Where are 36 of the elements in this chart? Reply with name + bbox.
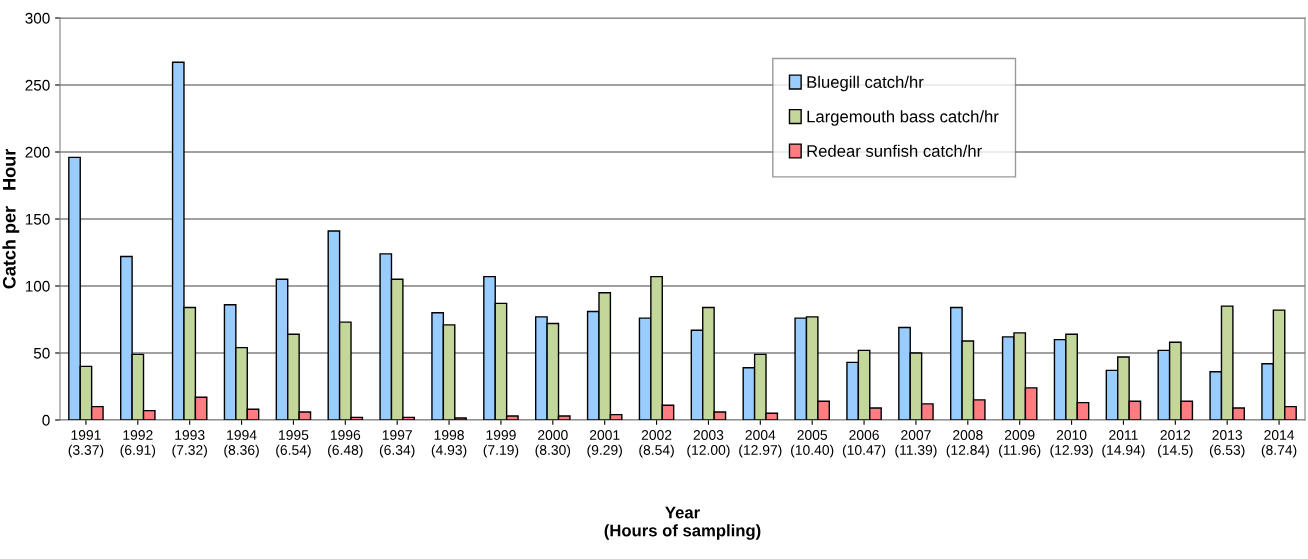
x-tick-label: 2013 (6.53) [1209, 430, 1245, 458]
x-tick-label: 1992 (6.91) [120, 430, 156, 458]
x-tick-label: 1994 (8.36) [224, 430, 259, 458]
x-tick-label: 2004 (12.97) [739, 430, 782, 458]
x-tick-label: 1995 (6.54) [276, 430, 311, 458]
x-tick-label: 2009 (11.96) [999, 430, 1041, 458]
x-tick-label: 2000 (8.30) [535, 430, 571, 458]
x-tick-label: 1991 (3.37) [68, 430, 104, 458]
x-tick-label: 2006 (10.47) [842, 430, 886, 458]
y-axis-title: Catch per Hour [2, 149, 20, 289]
x-tick-label: 1997 (6.34) [379, 430, 415, 458]
x-tick-label: 2002 (8.54) [639, 430, 674, 458]
y-tick-label: 0 [42, 414, 50, 426]
x-tick-label: 2003 (12.00) [687, 430, 730, 458]
x-tick-label: 2001 (9.29) [587, 430, 622, 458]
x-tick-label: 1998 (4.93) [431, 430, 467, 458]
x-axis-title: Year (Hours of sampling) [604, 506, 761, 540]
x-tick-label: 1999 (7.19) [483, 430, 519, 458]
y-tick-label: 100 [25, 280, 50, 292]
legend-label: Bluegill catch/hr [807, 75, 924, 92]
x-tick-label: 2007 (11.39) [895, 430, 937, 458]
x-tick-label: 2012 (14.5) [1158, 430, 1193, 458]
y-tick-label: 50 [33, 347, 50, 359]
legend-label: Redear sunfish catch/hr [807, 144, 982, 157]
y-tick-label: 200 [25, 146, 50, 158]
legend-label: Largemouth bass catch/hr [807, 110, 999, 126]
y-tick-label: 250 [25, 79, 50, 91]
x-tick-label: 2010 (12.93) [1050, 430, 1093, 458]
y-tick-label: 150 [25, 213, 50, 225]
x-tick-label: 2008 (12.84) [946, 430, 989, 458]
x-tick-label: 1993 (7.32) [172, 430, 207, 458]
x-tick-label: 2011 (14.94) [1102, 430, 1145, 458]
y-tick-label: 300 [25, 12, 50, 24]
x-tick-label: 2014 (8.74) [1261, 430, 1297, 458]
x-tick-label: 2005 (10.40) [791, 430, 834, 458]
x-tick-label: 1996 (6.48) [328, 430, 363, 458]
